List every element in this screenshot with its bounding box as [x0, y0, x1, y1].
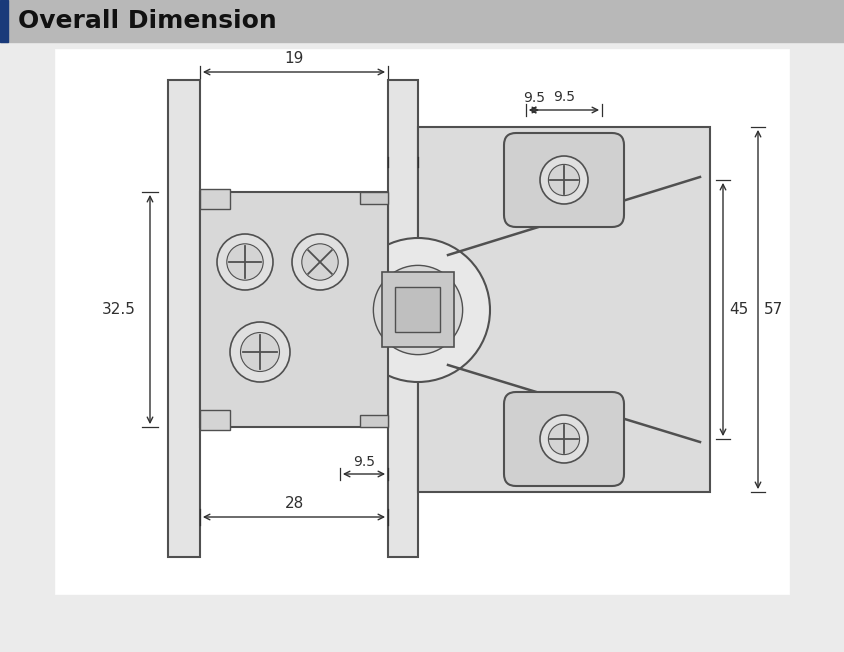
- Circle shape: [230, 322, 290, 382]
- Text: 9.5: 9.5: [353, 455, 375, 469]
- Text: Overall Dimension: Overall Dimension: [18, 9, 277, 33]
- Text: 32.5: 32.5: [102, 302, 136, 317]
- Circle shape: [549, 423, 580, 454]
- Text: 19: 19: [284, 51, 304, 66]
- Text: 28: 28: [284, 496, 304, 511]
- Text: 9.5: 9.5: [553, 90, 575, 104]
- Bar: [388, 80, 418, 557]
- Circle shape: [346, 238, 490, 382]
- Circle shape: [217, 234, 273, 290]
- Bar: [360, 415, 388, 427]
- Text: 9.5: 9.5: [523, 91, 545, 105]
- Bar: [200, 189, 230, 209]
- Circle shape: [227, 244, 263, 280]
- Circle shape: [241, 333, 279, 372]
- Text: 45: 45: [729, 302, 749, 317]
- Text: ø35: ø35: [460, 436, 489, 451]
- Bar: [360, 192, 388, 204]
- FancyBboxPatch shape: [504, 392, 624, 486]
- Text: 57: 57: [764, 302, 783, 317]
- Bar: [55, 49, 789, 594]
- FancyBboxPatch shape: [504, 133, 624, 227]
- Bar: [0, 0, 844, 42]
- Circle shape: [373, 265, 463, 355]
- Text: 3: 3: [398, 165, 408, 180]
- Bar: [200, 192, 388, 427]
- Circle shape: [302, 244, 338, 280]
- Bar: [418, 127, 710, 492]
- Circle shape: [549, 164, 580, 196]
- Circle shape: [540, 415, 588, 463]
- Bar: [168, 80, 200, 557]
- Circle shape: [292, 234, 348, 290]
- Bar: [395, 287, 440, 332]
- Bar: [200, 410, 230, 430]
- Bar: [382, 272, 454, 347]
- Bar: [0, 0, 8, 42]
- Circle shape: [540, 156, 588, 204]
